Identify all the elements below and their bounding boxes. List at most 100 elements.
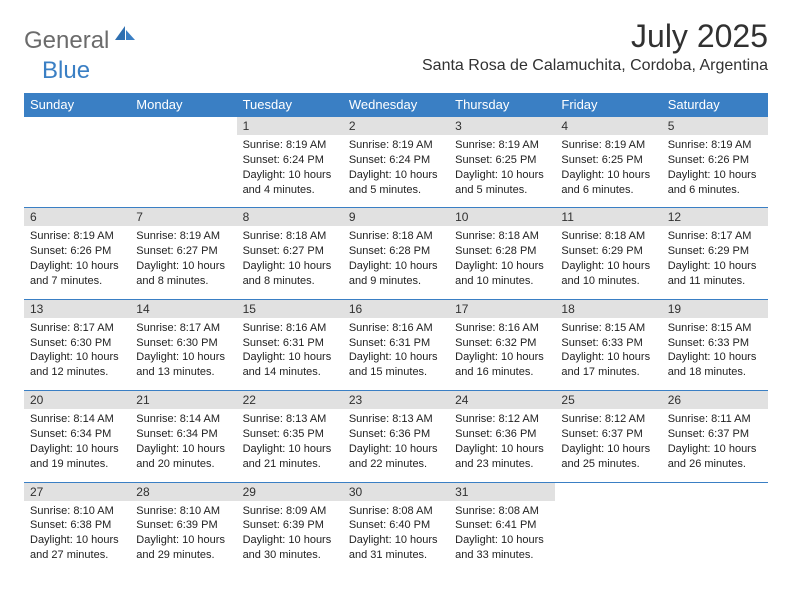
sunset-text: Sunset: 6:34 PM	[136, 427, 230, 442]
sunrise-text: Sunrise: 8:18 AM	[349, 229, 443, 244]
sunrise-text: Sunrise: 8:14 AM	[136, 412, 230, 427]
sunset-text: Sunset: 6:39 PM	[243, 518, 337, 533]
daylight-text: Daylight: 10 hours and 5 minutes.	[455, 168, 549, 198]
logo-text-general: General	[24, 27, 109, 55]
day-detail-cell: Sunrise: 8:16 AMSunset: 6:32 PMDaylight:…	[449, 318, 555, 391]
daylight-text: Daylight: 10 hours and 17 minutes.	[561, 350, 655, 380]
sunset-text: Sunset: 6:30 PM	[136, 336, 230, 351]
day-number-cell: 2	[343, 117, 449, 136]
daynum-row: 20212223242526	[24, 391, 768, 410]
day-number: 16	[349, 302, 362, 316]
day-detail-cell: Sunrise: 8:19 AMSunset: 6:26 PMDaylight:…	[662, 135, 768, 208]
day-header: Friday	[555, 93, 661, 117]
day-number: 2	[349, 119, 356, 133]
sunrise-text: Sunrise: 8:19 AM	[561, 138, 655, 153]
sunrise-text: Sunrise: 8:17 AM	[136, 321, 230, 336]
day-number-cell	[130, 117, 236, 136]
sunset-text: Sunset: 6:27 PM	[136, 244, 230, 259]
day-number: 17	[455, 302, 468, 316]
sunrise-text: Sunrise: 8:19 AM	[136, 229, 230, 244]
day-number: 19	[668, 302, 681, 316]
sunrise-text: Sunrise: 8:19 AM	[455, 138, 549, 153]
sunrise-text: Sunrise: 8:16 AM	[455, 321, 549, 336]
sunrise-text: Sunrise: 8:13 AM	[243, 412, 337, 427]
sunrise-text: Sunrise: 8:08 AM	[349, 504, 443, 519]
day-detail-cell: Sunrise: 8:14 AMSunset: 6:34 PMDaylight:…	[130, 409, 236, 482]
day-detail-cell: Sunrise: 8:18 AMSunset: 6:27 PMDaylight:…	[237, 226, 343, 299]
day-number-cell: 27	[24, 482, 130, 501]
day-number-cell: 18	[555, 299, 661, 318]
sunset-text: Sunset: 6:29 PM	[668, 244, 762, 259]
day-header: Saturday	[662, 93, 768, 117]
day-number-cell: 12	[662, 208, 768, 227]
sunrise-text: Sunrise: 8:16 AM	[243, 321, 337, 336]
daylight-text: Daylight: 10 hours and 5 minutes.	[349, 168, 443, 198]
daylight-text: Daylight: 10 hours and 25 minutes.	[561, 442, 655, 472]
day-number: 26	[668, 393, 681, 407]
month-title: July 2025	[422, 18, 768, 55]
day-number-cell: 16	[343, 299, 449, 318]
day-number: 15	[243, 302, 256, 316]
day-detail-cell: Sunrise: 8:11 AMSunset: 6:37 PMDaylight:…	[662, 409, 768, 482]
daylight-text: Daylight: 10 hours and 16 minutes.	[455, 350, 549, 380]
day-number: 22	[243, 393, 256, 407]
day-number: 20	[30, 393, 43, 407]
day-number-cell: 21	[130, 391, 236, 410]
day-number-cell	[24, 117, 130, 136]
sunrise-text: Sunrise: 8:10 AM	[136, 504, 230, 519]
daynum-row: 12345	[24, 117, 768, 136]
daylight-text: Daylight: 10 hours and 10 minutes.	[561, 259, 655, 289]
sunrise-text: Sunrise: 8:11 AM	[668, 412, 762, 427]
day-detail-cell: Sunrise: 8:13 AMSunset: 6:35 PMDaylight:…	[237, 409, 343, 482]
day-number: 5	[668, 119, 675, 133]
daylight-text: Daylight: 10 hours and 18 minutes.	[668, 350, 762, 380]
sunrise-text: Sunrise: 8:15 AM	[561, 321, 655, 336]
sunset-text: Sunset: 6:41 PM	[455, 518, 549, 533]
daynum-row: 6789101112	[24, 208, 768, 227]
day-header: Monday	[130, 93, 236, 117]
calendar-table: Sunday Monday Tuesday Wednesday Thursday…	[24, 93, 768, 573]
day-detail-cell: Sunrise: 8:17 AMSunset: 6:29 PMDaylight:…	[662, 226, 768, 299]
day-number: 27	[30, 485, 43, 499]
day-number-cell: 8	[237, 208, 343, 227]
day-detail-cell: Sunrise: 8:12 AMSunset: 6:36 PMDaylight:…	[449, 409, 555, 482]
day-detail-cell: Sunrise: 8:16 AMSunset: 6:31 PMDaylight:…	[343, 318, 449, 391]
daylight-text: Daylight: 10 hours and 12 minutes.	[30, 350, 124, 380]
day-number-cell: 4	[555, 117, 661, 136]
day-number: 25	[561, 393, 574, 407]
day-detail-cell: Sunrise: 8:16 AMSunset: 6:31 PMDaylight:…	[237, 318, 343, 391]
day-number: 24	[455, 393, 468, 407]
sunrise-text: Sunrise: 8:13 AM	[349, 412, 443, 427]
location-text: Santa Rosa de Calamuchita, Cordoba, Arge…	[422, 57, 768, 75]
day-detail-cell: Sunrise: 8:18 AMSunset: 6:29 PMDaylight:…	[555, 226, 661, 299]
sunset-text: Sunset: 6:34 PM	[30, 427, 124, 442]
daylight-text: Daylight: 10 hours and 4 minutes.	[243, 168, 337, 198]
sunset-text: Sunset: 6:24 PM	[349, 153, 443, 168]
day-header-row: Sunday Monday Tuesday Wednesday Thursday…	[24, 93, 768, 117]
sunset-text: Sunset: 6:33 PM	[668, 336, 762, 351]
day-number: 21	[136, 393, 149, 407]
day-detail-cell: Sunrise: 8:13 AMSunset: 6:36 PMDaylight:…	[343, 409, 449, 482]
daylight-text: Daylight: 10 hours and 21 minutes.	[243, 442, 337, 472]
daylight-text: Daylight: 10 hours and 23 minutes.	[455, 442, 549, 472]
day-header: Tuesday	[237, 93, 343, 117]
sunrise-text: Sunrise: 8:09 AM	[243, 504, 337, 519]
day-number-cell: 6	[24, 208, 130, 227]
sunrise-text: Sunrise: 8:10 AM	[30, 504, 124, 519]
day-number-cell: 5	[662, 117, 768, 136]
sunrise-text: Sunrise: 8:17 AM	[30, 321, 124, 336]
logo-sail-icon	[113, 24, 137, 47]
detail-row: Sunrise: 8:19 AM Sunset: 6:26 PM Daylight:…	[24, 226, 768, 299]
sunrise-text: Sunrise: 8:08 AM	[455, 504, 549, 519]
sunrise-text: Sunrise: 8:18 AM	[243, 229, 337, 244]
sunset-text: Sunset: 6:35 PM	[243, 427, 337, 442]
day-number: 13	[30, 302, 43, 316]
sunrise-text: Sunrise: 8:18 AM	[455, 229, 549, 244]
sunset-text: Sunset: 6:26 PM	[30, 244, 124, 259]
daynum-row: 2728293031	[24, 482, 768, 501]
day-detail-cell: Sunrise: 8:19 AMSunset: 6:25 PMDaylight:…	[555, 135, 661, 208]
day-number: 14	[136, 302, 149, 316]
day-header: Wednesday	[343, 93, 449, 117]
day-number-cell: 30	[343, 482, 449, 501]
sunset-text: Sunset: 6:27 PM	[243, 244, 337, 259]
